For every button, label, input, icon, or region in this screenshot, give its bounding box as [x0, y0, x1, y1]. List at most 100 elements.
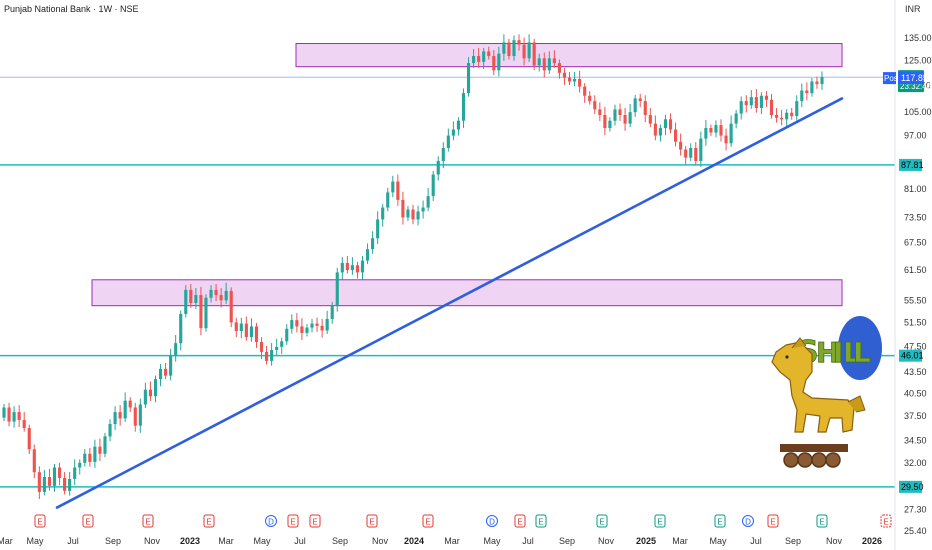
candle — [578, 70, 582, 93]
candle — [194, 288, 198, 309]
dividend-marker-shape — [486, 515, 498, 527]
candle — [305, 324, 309, 337]
candle-body — [517, 40, 521, 45]
candle — [128, 397, 132, 413]
candle-body — [694, 147, 698, 161]
candle — [790, 108, 794, 120]
candle — [567, 71, 572, 86]
candle — [754, 88, 758, 113]
time-tick-label: Sep — [559, 536, 575, 546]
candle — [593, 95, 597, 115]
candle — [315, 317, 319, 332]
earnings-event-marker[interactable]: E — [309, 514, 321, 528]
candle-body — [795, 101, 799, 117]
candle — [441, 142, 445, 169]
level-price-label: 87.81 — [901, 160, 924, 170]
candle-body — [12, 412, 16, 422]
time-tick-label: Nov — [826, 536, 843, 546]
ascending-trendline[interactable] — [55, 97, 844, 509]
earnings-marker-shape — [366, 514, 378, 528]
earnings-event-marker[interactable]: E — [596, 514, 608, 528]
earnings-event-marker[interactable]: E — [366, 514, 378, 528]
candle — [805, 82, 809, 101]
candle-body — [300, 326, 304, 333]
candle-body — [219, 295, 223, 301]
candle-body — [815, 81, 819, 85]
candle — [158, 364, 163, 387]
candle — [643, 95, 647, 123]
candle — [340, 257, 344, 280]
time-tick-label: Mar — [218, 536, 234, 546]
candle — [113, 406, 117, 430]
candle-body — [785, 112, 789, 120]
earnings-event-marker[interactable]: E — [142, 514, 154, 528]
earnings-event-marker[interactable]: E — [767, 514, 779, 528]
earnings-marker-shape — [535, 514, 547, 528]
candle-body — [780, 117, 784, 120]
candle-body — [532, 42, 536, 66]
bar-countdown: 23:32:40 — [900, 82, 932, 91]
earnings-event-marker[interactable]: E — [880, 514, 892, 528]
earnings-event-marker[interactable]: E — [535, 514, 547, 528]
candle-body — [653, 123, 657, 136]
dividend-event-marker[interactable]: D — [265, 515, 277, 527]
supply-demand-zone[interactable] — [295, 43, 843, 68]
earnings-event-marker[interactable]: E — [82, 514, 94, 528]
earnings-marker-shape — [596, 514, 608, 528]
candle — [209, 285, 213, 303]
earnings-event-marker[interactable]: E — [514, 514, 526, 528]
time-tick-label: Jul — [750, 536, 762, 546]
candle — [386, 187, 390, 212]
trendline-layer[interactable] — [55, 97, 844, 509]
candle — [335, 267, 339, 312]
event-letter: E — [819, 518, 824, 527]
candle-body — [355, 265, 360, 273]
candle-body — [184, 289, 188, 314]
logo-blue-circle — [838, 316, 882, 380]
candle-body — [47, 477, 52, 486]
candle-body — [774, 114, 779, 118]
currency-label: INR — [905, 4, 921, 14]
time-tick-label: 2026 — [862, 536, 882, 546]
candle — [7, 402, 11, 427]
earnings-marker-shape — [767, 514, 779, 528]
candle — [391, 175, 395, 198]
candle — [169, 348, 173, 381]
candle — [774, 107, 779, 123]
earnings-event-marker[interactable]: E — [422, 514, 434, 528]
candle — [98, 438, 102, 461]
candle — [562, 68, 567, 85]
candle — [502, 34, 506, 61]
earnings-event-marker[interactable]: E — [34, 514, 46, 528]
earnings-event-marker[interactable]: E — [654, 514, 666, 528]
dividend-event-marker[interactable]: D — [486, 515, 498, 527]
candle — [108, 419, 112, 442]
event-letter: E — [717, 518, 722, 527]
earnings-event-marker[interactable]: E — [714, 514, 726, 528]
candle-body — [391, 181, 395, 193]
candle — [537, 53, 541, 72]
dividend-event-marker[interactable]: D — [742, 515, 754, 527]
time-axis[interactable]: Mar May Jul Sep Nov 2023 Mar May Jul Sep Nov 2024 Ma… — [0, 536, 882, 546]
candle-body — [93, 446, 97, 462]
candle-body — [674, 129, 678, 142]
earnings-event-marker[interactable]: E — [287, 514, 299, 528]
candle-body — [17, 412, 21, 420]
earnings-marker-shape — [422, 514, 434, 528]
time-tick-label: Jul — [522, 536, 534, 546]
candle-body — [699, 138, 703, 161]
candle-body — [492, 56, 496, 71]
candle — [739, 96, 743, 120]
price-axis[interactable]: 135.00125.00115.00105.0097.0081.0073.506… — [883, 0, 932, 550]
candle-body — [668, 119, 673, 130]
earnings-event-marker[interactable]: E — [203, 514, 215, 528]
candle-body — [290, 320, 294, 329]
earnings-event-marker[interactable]: E — [816, 514, 828, 528]
candle — [52, 463, 57, 492]
candle — [32, 444, 36, 479]
candle-body — [456, 120, 461, 130]
candle-body — [143, 389, 147, 405]
candle-body — [416, 211, 420, 220]
